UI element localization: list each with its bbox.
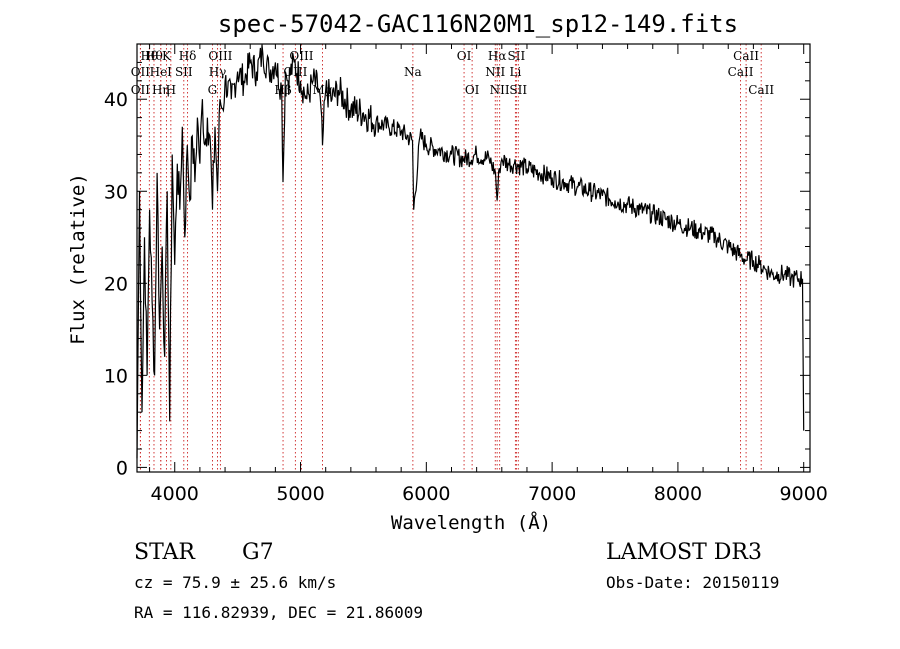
line-label: SII: [508, 49, 526, 63]
object-class: STAR: [134, 540, 196, 565]
line-label: Hα: [488, 49, 507, 63]
y-tick-label: 20: [104, 273, 128, 295]
axis-ticks: 4000 5000 6000 7000 8000 9000 0 10 20 30 40: [104, 44, 828, 505]
x-tick-label: 4000: [151, 483, 199, 505]
line-label: Hη: [152, 83, 170, 97]
y-tick-label: 0: [116, 457, 128, 479]
survey-name: LAMOST DR3: [606, 540, 762, 565]
line-label: OII: [131, 83, 151, 97]
line-label: Hδ: [179, 49, 197, 63]
y-tick-label: 30: [104, 181, 128, 203]
line-label: OI: [465, 83, 480, 97]
x-tick-label: 5000: [276, 483, 324, 505]
x-tick-label: 8000: [654, 483, 702, 505]
x-axis-label: Wavelength (Å): [391, 511, 551, 534]
line-label: CaII: [733, 49, 759, 63]
line-label: Hθ: [145, 49, 163, 63]
chart-title: spec-57042-GAC116N20M1_sp12-149.fits: [218, 10, 738, 38]
line-label: K: [162, 49, 172, 63]
x-tick-label: 9000: [780, 483, 828, 505]
x-tick-label: 7000: [528, 483, 576, 505]
line-label: SII: [175, 65, 193, 79]
y-axis-label: Flux (relative): [67, 173, 89, 345]
line-label: Na: [404, 65, 422, 79]
spectrum-line: [136, 44, 805, 459]
y-tick-label: 10: [104, 365, 128, 387]
line-label: CaII: [748, 83, 774, 97]
y-tick-label: 40: [104, 89, 128, 111]
line-label: NII: [485, 65, 505, 79]
line-label: G: [208, 83, 218, 97]
line-label: Li: [509, 65, 521, 79]
plot-frame: [136, 43, 811, 473]
line-label: OIII: [208, 49, 232, 63]
ra-dec-text: RA = 116.82939, DEC = 21.86009: [134, 603, 423, 622]
redshift-text: cz = 75.9 ± 25.6 km/s: [134, 573, 336, 592]
line-label: H: [166, 83, 176, 97]
line-label: OIII: [289, 49, 313, 63]
line-label: CaII: [728, 65, 754, 79]
object-subclass: G7: [242, 540, 274, 565]
obs-date: Obs-Date: 20150119: [606, 573, 779, 592]
line-label: Hγ: [209, 65, 227, 79]
line-label: SII: [509, 83, 527, 97]
line-label: NII: [490, 83, 510, 97]
line-label: OI: [457, 49, 472, 63]
x-tick-label: 6000: [402, 483, 450, 505]
line-markers: HθOIIOIIHθHeIHηKHSIIHδGHγOIIIHβOIIIOIIIM…: [131, 44, 774, 472]
